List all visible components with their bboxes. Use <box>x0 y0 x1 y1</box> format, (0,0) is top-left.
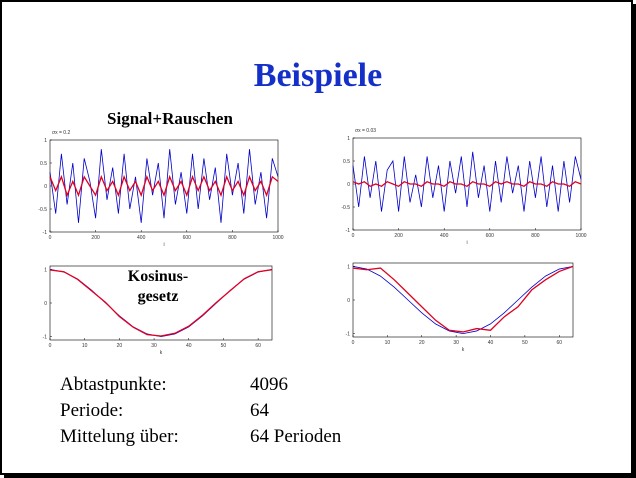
x-tick-label: 50 <box>221 343 227 349</box>
cosine-label: gesetz <box>138 288 179 305</box>
y-tick-label: 1 <box>347 136 350 142</box>
x-tick-label: 40 <box>186 343 192 349</box>
x-tick-label: 50 <box>522 340 528 346</box>
series-line <box>352 265 574 335</box>
y-tick-label: 1 <box>44 138 47 144</box>
y-tick-label: -1 <box>43 335 48 341</box>
y-tick-label: 0 <box>347 182 350 188</box>
y-tick-label: 0 <box>44 184 47 190</box>
x-tick-label: 40 <box>488 340 494 346</box>
x-tick-label: 0 <box>49 235 52 241</box>
y-tick-label: -1 <box>43 230 48 236</box>
x-tick-label: 60 <box>255 343 261 349</box>
y-tick-label: 1 <box>44 267 47 273</box>
x-tick-label: 20 <box>117 343 123 349</box>
param-value: 64 <box>250 400 270 421</box>
x-axis-label: i <box>163 242 164 248</box>
x-tick-label: 800 <box>531 233 540 239</box>
y-tick-label: 0 <box>44 301 47 307</box>
x-tick-label: 800 <box>228 235 237 241</box>
x-tick-label: 400 <box>440 233 449 239</box>
x-tick-label: 10 <box>385 340 391 346</box>
cosine-label: Kosinus- <box>128 268 188 285</box>
x-tick-label: 20 <box>419 340 425 346</box>
y-tick-label: 0.5 <box>343 159 350 165</box>
x-tick-label: 60 <box>556 340 562 346</box>
param-value: 64 Perioden <box>250 426 342 447</box>
param-label: Periode: <box>60 400 123 421</box>
x-tick-label: 30 <box>453 340 459 346</box>
shadow <box>633 4 636 478</box>
x-tick-label: 200 <box>394 233 403 239</box>
x-tick-label: 0 <box>352 340 355 346</box>
x-tick-label: 10 <box>82 343 88 349</box>
title: Beispiele <box>254 57 382 94</box>
x-tick-label: 600 <box>183 235 192 241</box>
param-label: Mittelung über: <box>60 426 179 447</box>
series-line <box>49 149 279 223</box>
x-tick-label: 600 <box>486 233 495 239</box>
x-axis-label: k <box>462 347 465 353</box>
x-axis-label: i <box>466 240 467 246</box>
x-tick-label: 0 <box>49 343 52 349</box>
y-tick-label: 1 <box>347 264 350 270</box>
y-tick-label: 0 <box>347 298 350 304</box>
annotation: σx = 0.2 <box>52 130 70 136</box>
x-tick-label: 0 <box>352 233 355 239</box>
x-tick-label: 200 <box>91 235 100 241</box>
series-line <box>49 269 273 337</box>
signal-label: Signal+Rauschen <box>107 109 233 128</box>
y-tick-label: -1 <box>346 228 351 234</box>
x-tick-label: 1000 <box>575 233 586 239</box>
y-tick-label: -0.5 <box>341 205 350 211</box>
series-line <box>49 174 279 198</box>
x-tick-label: 30 <box>151 343 157 349</box>
y-tick-label: -1 <box>346 332 351 338</box>
y-tick-label: 0.5 <box>40 161 47 167</box>
x-axis-label: k <box>160 350 163 356</box>
y-tick-label: -0.5 <box>38 207 47 213</box>
series-line <box>352 151 582 212</box>
x-tick-label: 1000 <box>272 235 283 241</box>
series-line <box>352 265 574 333</box>
annotation: σx = 0.03 <box>355 128 376 134</box>
shadow <box>4 475 636 478</box>
x-tick-label: 400 <box>137 235 146 241</box>
series-line <box>352 180 582 188</box>
param-value: 4096 <box>250 374 288 395</box>
param-label: Abtastpunkte: <box>60 374 167 395</box>
